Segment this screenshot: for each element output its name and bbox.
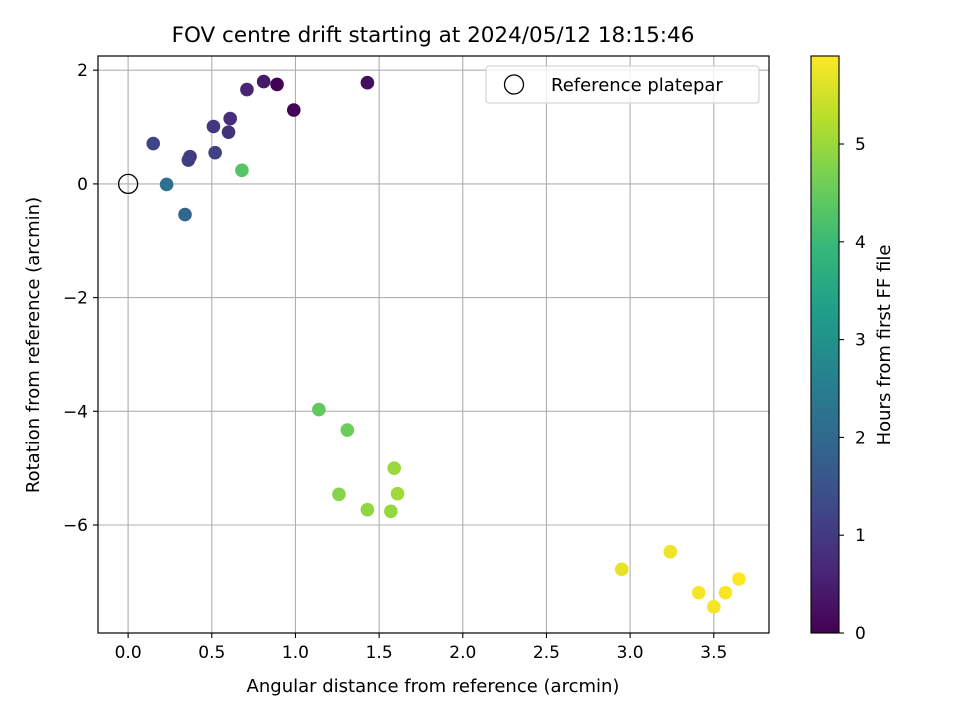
x-tick-label: 3.0 [617, 643, 644, 663]
data-point [206, 119, 221, 134]
y-tick-label: 2 [77, 61, 88, 81]
data-point [181, 153, 196, 167]
reference-platepar-marker [117, 173, 139, 195]
y-axis-ticks: 2 0 −2 −4 −6 [63, 61, 98, 536]
data-point [240, 82, 254, 97]
colorbar-tick-label: 5 [855, 135, 866, 155]
data-point [332, 487, 346, 502]
data-point [360, 75, 375, 90]
data-point [178, 207, 192, 222]
x-tick-label: 1.5 [366, 643, 393, 663]
colorbar-gradient [810, 55, 840, 634]
data-point [732, 572, 746, 586]
data-point [706, 600, 721, 614]
grid-lines [98, 56, 769, 633]
colorbar-label: Hours from first FF file [874, 245, 895, 446]
x-tick-label: 0.5 [198, 643, 225, 663]
x-tick-label: 2.0 [449, 643, 476, 663]
data-point [387, 461, 401, 475]
plot-frame [97, 55, 770, 634]
colorbar-tick-label: 2 [855, 428, 866, 448]
data-point [159, 177, 174, 192]
colorbar: 0 1 2 3 4 5 Hours from first FF file [810, 55, 895, 644]
legend-reference-marker [503, 74, 525, 95]
x-tick-label: 0.0 [115, 643, 142, 663]
data-point [286, 103, 301, 117]
data-point [146, 136, 161, 151]
data-point [614, 562, 629, 577]
x-tick-label: 1.0 [282, 643, 309, 663]
legend: Reference platepar [485, 65, 760, 104]
legend-box [485, 65, 760, 104]
data-point [223, 111, 237, 126]
colorbar-tick-label: 0 [855, 624, 866, 644]
data-point [312, 402, 326, 417]
data-point [384, 504, 398, 519]
data-point [256, 74, 271, 89]
data-point [718, 585, 733, 600]
data-point [390, 486, 405, 501]
data-point [208, 145, 222, 160]
y-tick-label: −4 [63, 402, 88, 422]
y-tick-label: 0 [77, 175, 88, 195]
colorbar-tick-label: 1 [855, 526, 866, 546]
data-point [235, 163, 249, 178]
colorbar-tick-label: 4 [855, 233, 866, 253]
y-tick-label: −6 [63, 516, 88, 536]
x-axis-ticks: 0.0 0.5 1.0 1.5 2.0 2.5 3.0 3.5 [115, 633, 727, 663]
y-tick-label: −2 [63, 289, 88, 309]
data-point [360, 502, 375, 517]
data-point [663, 544, 678, 559]
data-points [117, 74, 746, 614]
data-point [221, 125, 236, 139]
data-point [691, 585, 706, 600]
x-axis-label: Angular distance from reference (arcmin) [247, 676, 620, 697]
data-point [270, 77, 284, 92]
colorbar-ticks: 0 1 2 3 4 5 [839, 135, 866, 644]
x-tick-label: 2.5 [533, 643, 560, 663]
colorbar-tick-label: 3 [855, 331, 866, 351]
legend-reference-label: Reference platepar [551, 75, 723, 96]
y-axis-label: Rotation from reference (arcmin) [23, 197, 44, 493]
x-tick-label: 3.5 [700, 643, 727, 663]
chart-title: FOV centre drift starting at 2024/05/12 … [172, 23, 695, 48]
data-point [340, 423, 355, 437]
